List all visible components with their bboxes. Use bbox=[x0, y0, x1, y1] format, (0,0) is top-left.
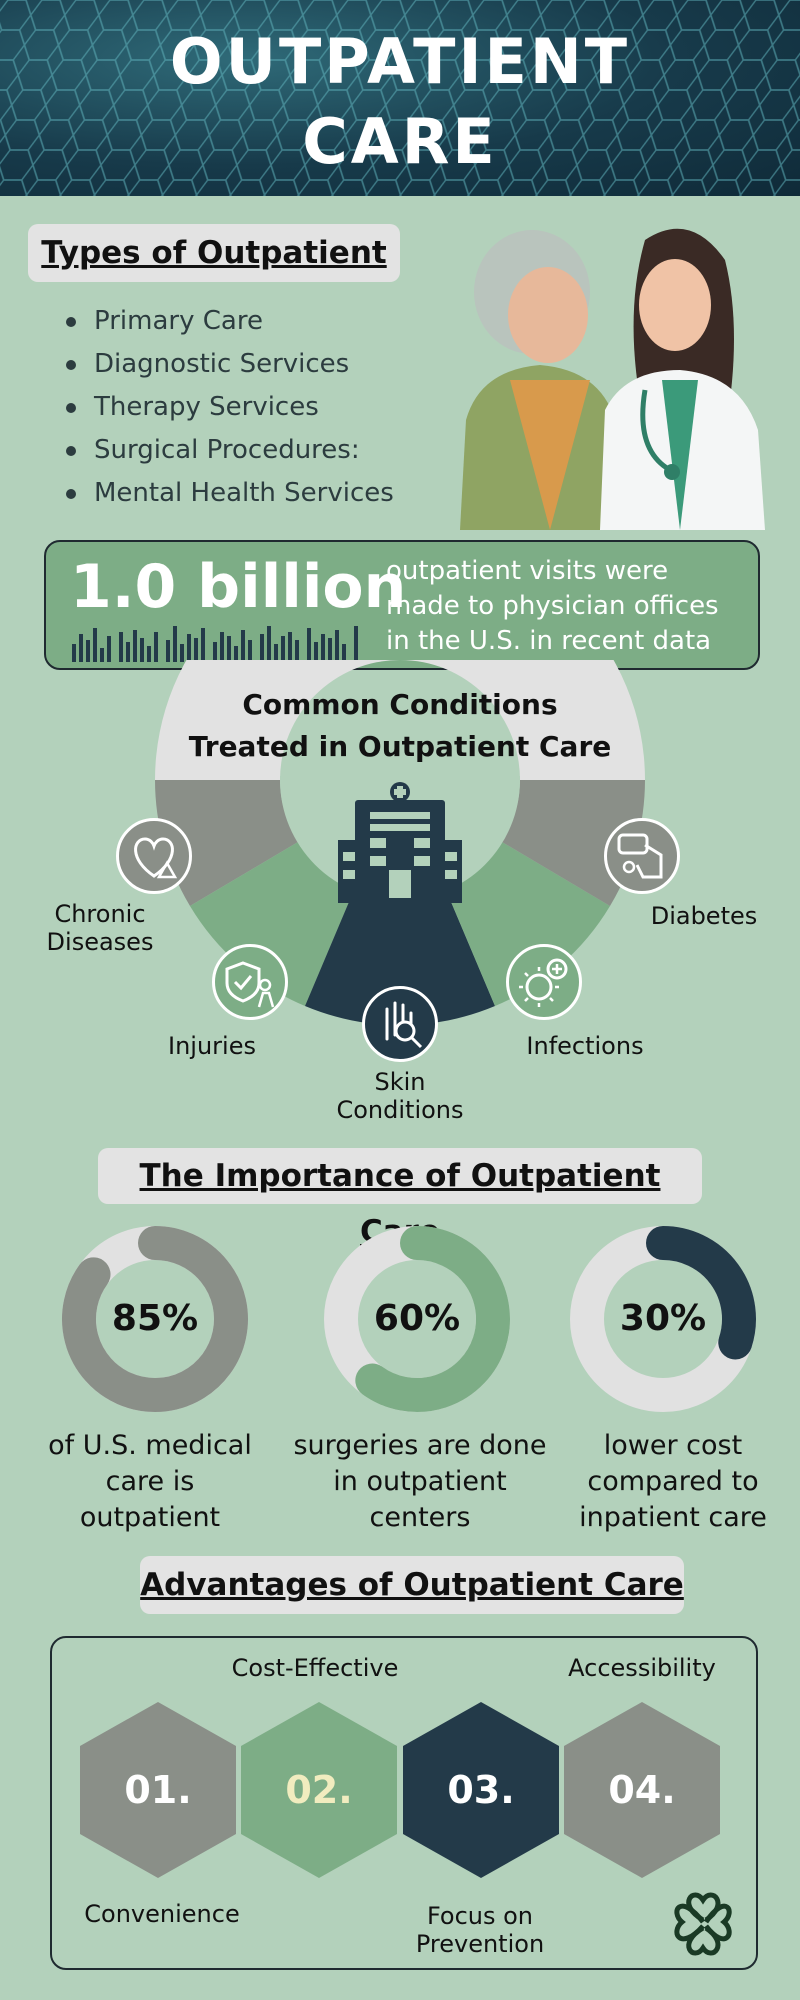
caption-line: in outpatient bbox=[333, 1466, 507, 1497]
skin-label-line2: Conditions bbox=[336, 1096, 464, 1124]
cost-effective-label: Cost-Effective bbox=[231, 1654, 399, 1682]
caption-line: compared to bbox=[587, 1466, 759, 1497]
list-item: Surgical Procedures: bbox=[62, 429, 394, 472]
stat-ring-2-value: 60% bbox=[373, 1298, 461, 1339]
advantage-hex-4: 04. bbox=[564, 1702, 720, 1878]
header-banner: OUTPATIENT CARE bbox=[0, 0, 800, 196]
prevention-label: Focus on Prevention bbox=[380, 1902, 580, 1958]
types-list: Primary Care Diagnostic Services Therapy… bbox=[62, 300, 394, 515]
skin-magnifier-icon bbox=[362, 986, 438, 1062]
advantages-heading: Advantages of Outpatient Care bbox=[140, 1556, 684, 1614]
hex-mesh-background bbox=[0, 0, 800, 196]
stat-ring-1-value: 85% bbox=[111, 1298, 199, 1339]
virus-infection-icon bbox=[506, 944, 582, 1020]
importance-heading: The Importance of Outpatient Care bbox=[98, 1148, 702, 1250]
prevention-line2: Prevention bbox=[415, 1930, 545, 1958]
diabetes-label: Diabetes bbox=[650, 902, 758, 930]
list-item: Mental Health Services bbox=[62, 472, 394, 515]
caption-line: surgeries are done bbox=[293, 1430, 547, 1461]
skin-conditions-label: Skin Conditions bbox=[320, 1068, 480, 1124]
bar-chart-icon bbox=[72, 626, 358, 662]
heart-condition-icon bbox=[116, 818, 192, 894]
chronic-diseases-label: Chronic Diseases bbox=[30, 900, 170, 956]
skin-label-line1: Skin bbox=[374, 1068, 426, 1096]
prevention-line1: Focus on bbox=[426, 1902, 534, 1930]
stat-ring-3: 30% bbox=[568, 1224, 758, 1414]
types-heading: Types of Outpatient bbox=[28, 224, 400, 282]
caption-line: centers bbox=[369, 1502, 471, 1533]
advantages-box bbox=[50, 1636, 758, 1970]
ring-progress-arc bbox=[355, 1226, 510, 1412]
convenience-label: Convenience bbox=[84, 1900, 240, 1928]
caption-line: care is bbox=[105, 1466, 195, 1497]
advantage-hex-2: 02. bbox=[241, 1702, 397, 1878]
accessibility-label: Accessibility bbox=[568, 1654, 716, 1682]
advantage-hex-1: 01. bbox=[80, 1702, 236, 1878]
list-item: Therapy Services bbox=[62, 386, 394, 429]
doctor-patient-illustration bbox=[460, 228, 765, 530]
chronic-label-line2: Diseases bbox=[46, 928, 154, 956]
page-title-line2: CARE bbox=[302, 105, 498, 178]
caption-line: outpatient bbox=[79, 1502, 221, 1533]
shield-injury-icon bbox=[212, 944, 288, 1020]
caption-line: inpatient care bbox=[579, 1502, 767, 1533]
conditions-title-line2: Treated in Outpatient Care bbox=[188, 730, 612, 763]
visits-stat-description: outpatient visits were made to physician… bbox=[386, 556, 719, 656]
list-item: Diagnostic Services bbox=[62, 343, 394, 386]
conditions-title-line1: Common Conditions bbox=[242, 688, 558, 721]
stat-ring-1: 85% bbox=[60, 1224, 250, 1414]
stat-ring-2-caption: surgeries are done in outpatient centers bbox=[280, 1428, 560, 1536]
hospital-icon bbox=[338, 782, 462, 903]
list-item: Primary Care bbox=[62, 300, 394, 343]
caption-line: of U.S. medical bbox=[48, 1430, 252, 1461]
ring-progress-arc bbox=[62, 1226, 248, 1412]
page-title-line1: OUTPATIENT bbox=[169, 25, 631, 98]
stat-ring-3-caption: lower cost compared to inpatient care bbox=[553, 1428, 793, 1536]
stat-ring-2: 60% bbox=[322, 1224, 512, 1414]
injuries-label: Injuries bbox=[168, 1032, 256, 1060]
clover-icon bbox=[674, 1892, 732, 1956]
caption-line: lower cost bbox=[603, 1430, 743, 1461]
ring-progress-arc bbox=[646, 1226, 756, 1360]
visits-stat-value: 1.0 billion bbox=[70, 552, 407, 622]
visits-stat-box: 1.0 billion outpatient visits were made … bbox=[44, 540, 760, 670]
conditions-title: Common Conditions Treated in Outpatient … bbox=[140, 684, 660, 768]
glucose-meter-icon bbox=[604, 818, 680, 894]
chronic-label-line1: Chronic bbox=[54, 900, 146, 928]
stat-ring-3-value: 30% bbox=[619, 1298, 707, 1339]
stat-ring-1-caption: of U.S. medical care is outpatient bbox=[30, 1428, 270, 1536]
advantage-hex-3: 03. bbox=[403, 1702, 559, 1878]
conditions-diagram bbox=[155, 660, 645, 1026]
infections-label: Infections bbox=[526, 1032, 644, 1060]
